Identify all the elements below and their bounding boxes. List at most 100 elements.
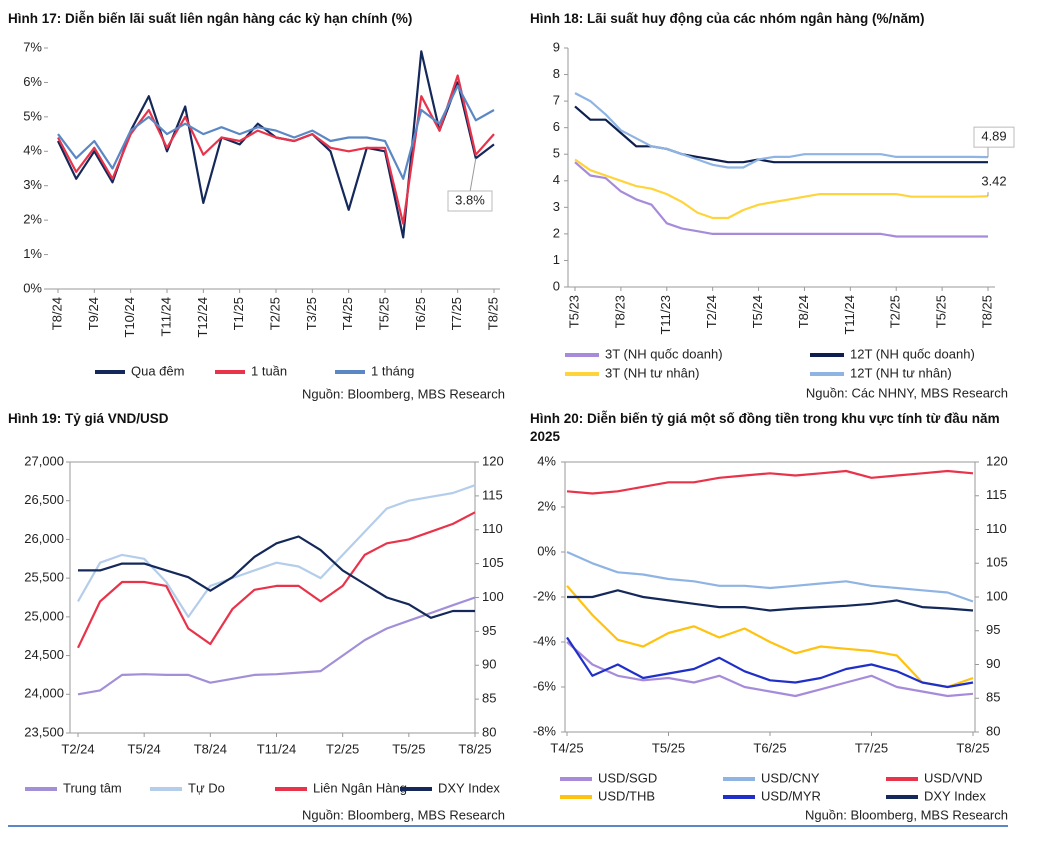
- x-tick-label: T5/24: [128, 741, 161, 756]
- annotation-box: [974, 172, 1014, 193]
- x-tick-label: T4/25: [340, 297, 355, 330]
- legend-label: USD/SGD: [598, 770, 657, 785]
- series-line: [566, 585, 974, 689]
- y-tick-label: 115: [482, 487, 503, 502]
- y-tick-label: 110: [986, 521, 1007, 536]
- series-line: [566, 641, 974, 698]
- x-tick-label: T8/25: [979, 295, 994, 328]
- annotation: 3.8%: [455, 192, 485, 207]
- x-tick-label: T5/25: [376, 297, 391, 330]
- x-tick-label: T12/24: [195, 297, 210, 337]
- y-tick-label: -2%: [533, 588, 557, 603]
- y-tick-label: 115: [986, 487, 1007, 502]
- y-tick-label: 24,500: [24, 647, 64, 662]
- legend-label: USD/THB: [598, 788, 655, 803]
- x-tick-label: T8/24: [194, 741, 227, 756]
- series-line: [77, 484, 476, 618]
- y-tick-label: 100: [986, 588, 1008, 603]
- x-tick-label: T6/25: [753, 740, 786, 755]
- x-tick-label: T7/25: [855, 740, 888, 755]
- y-tick-label: 5: [553, 146, 560, 161]
- y-tick-label: 9: [553, 39, 560, 54]
- x-tick-label: T4/25: [550, 740, 583, 755]
- y-tick-label: 0: [553, 278, 560, 293]
- series-line: [566, 636, 974, 689]
- y-tick-label: -8%: [533, 723, 557, 738]
- x-tick-label: T5/25: [652, 740, 685, 755]
- x-tick-label: T3/25: [304, 297, 319, 330]
- y-tick-label: 4%: [23, 143, 42, 158]
- y-tick-label: 2: [553, 225, 560, 240]
- y-tick-label: 27,000: [24, 453, 64, 468]
- x-tick-label: T1/25: [231, 297, 246, 330]
- x-tick-label: T8/24: [49, 297, 64, 330]
- y-tick-label: 3%: [23, 177, 42, 192]
- annotation: 3.42: [981, 174, 1006, 189]
- y-tick-label: 90: [986, 656, 1000, 671]
- y-tick-label: 1: [553, 252, 560, 267]
- x-tick-label: T2/24: [704, 295, 719, 328]
- x-tick-label: T9/24: [86, 297, 101, 330]
- y-tick-label: 4: [553, 172, 560, 187]
- series-line: [567, 589, 974, 612]
- x-tick-label: T5/25: [392, 741, 425, 756]
- y-tick-label: 120: [482, 453, 504, 468]
- legend-label: DXY Index: [438, 780, 500, 795]
- y-tick-label: 2%: [537, 498, 556, 513]
- x-tick-label: T8/25: [458, 741, 491, 756]
- x-tick-label: T7/25: [449, 297, 464, 330]
- y-tick-label: -4%: [533, 633, 557, 648]
- series-line: [566, 550, 974, 603]
- source: Nguồn: Bloomberg, MBS Research: [805, 807, 1008, 822]
- y-tick-label: 26,500: [24, 492, 64, 507]
- x-tick-label: T8/25: [956, 740, 989, 755]
- y-tick-label: 24,000: [24, 686, 64, 701]
- y-tick-label: 85: [986, 690, 1000, 705]
- y-tick-label: -6%: [533, 678, 557, 693]
- legend-label: USD/VND: [924, 770, 983, 785]
- x-tick-label: T2/24: [61, 741, 94, 756]
- x-tick-label: T10/24: [122, 297, 137, 337]
- y-tick-label: 8: [553, 66, 560, 81]
- legend-label: Liên Ngân Hàng: [313, 780, 407, 795]
- y-tick-label: 23,500: [24, 724, 64, 739]
- y-tick-label: 105: [986, 555, 1008, 570]
- legend-label: 3T (NH quốc doanh): [605, 346, 723, 361]
- series-line: [574, 105, 988, 164]
- series-line: [78, 535, 475, 619]
- y-tick-label: 95: [986, 622, 1000, 637]
- y-tick-label: 7: [553, 93, 560, 108]
- y-tick-label: 6: [553, 119, 560, 134]
- x-tick-label: T6/25: [413, 297, 428, 330]
- series-line: [57, 74, 495, 225]
- x-tick-label: T11/24: [842, 295, 857, 335]
- y-tick-label: 85: [482, 691, 496, 706]
- y-tick-label: 2%: [23, 212, 42, 227]
- x-tick-label: T5/24: [750, 295, 765, 328]
- legend-label: Trung tâm: [63, 780, 122, 795]
- y-tick-label: 1%: [23, 246, 42, 261]
- chart-title: Hình 18: Lãi suất huy động của các nhóm …: [530, 11, 925, 26]
- x-tick-label: T11/24: [158, 297, 173, 337]
- legend-label: 1 tuần: [251, 363, 287, 378]
- series-line: [77, 596, 476, 696]
- y-tick-label: 105: [482, 555, 504, 570]
- series-line: [574, 161, 988, 238]
- x-tick-label: T8/25: [485, 297, 500, 330]
- y-tick-label: 7%: [23, 39, 42, 54]
- legend-label: 3T (NH tư nhân): [605, 365, 699, 380]
- legend-label: USD/CNY: [761, 770, 820, 785]
- rule: [8, 825, 1008, 827]
- chart-title: Hình 17: Diễn biến lãi suất liên ngân hà…: [8, 11, 413, 26]
- series-line: [77, 511, 476, 649]
- plot-frame: [69, 461, 476, 734]
- annotation-leader: [469, 158, 477, 193]
- source: Nguồn: Bloomberg, MBS Research: [302, 807, 505, 822]
- x-tick-label: T2/25: [326, 741, 359, 756]
- series-line: [574, 158, 989, 220]
- legend-label: DXY Index: [924, 788, 986, 803]
- y-tick-label: 26,000: [24, 531, 64, 546]
- y-tick-label: 80: [482, 724, 496, 739]
- y-tick-label: 6%: [23, 74, 42, 89]
